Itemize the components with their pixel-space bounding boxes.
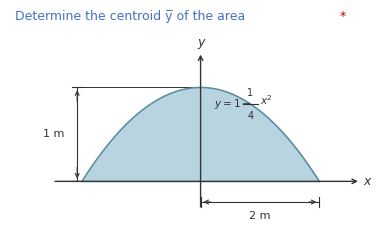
Text: $y = 1 - $: $y = 1 - $ bbox=[213, 97, 251, 111]
Text: x: x bbox=[364, 175, 371, 188]
Text: y: y bbox=[197, 36, 204, 49]
Text: 2 m: 2 m bbox=[249, 211, 271, 222]
Text: 1 m: 1 m bbox=[43, 129, 64, 139]
Text: *: * bbox=[340, 10, 346, 23]
Text: $x^2$: $x^2$ bbox=[260, 93, 273, 107]
Text: Determine the centroid y̅ of the area: Determine the centroid y̅ of the area bbox=[15, 10, 250, 23]
Text: 4: 4 bbox=[247, 111, 254, 121]
Text: 1: 1 bbox=[247, 88, 254, 98]
